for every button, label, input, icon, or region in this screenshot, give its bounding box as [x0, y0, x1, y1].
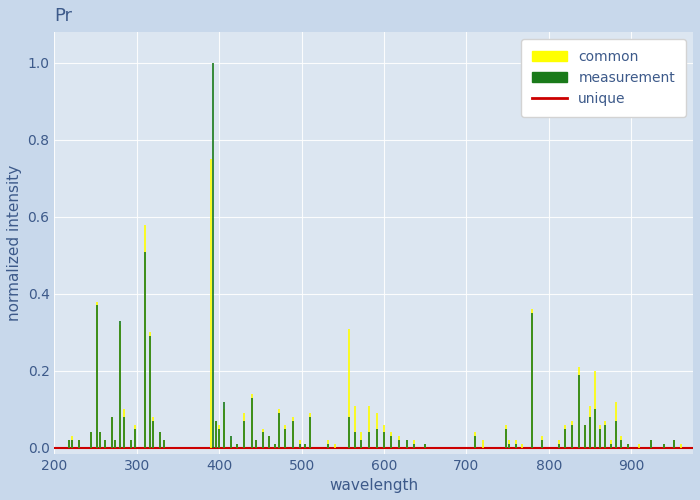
X-axis label: wavelength: wavelength — [329, 478, 419, 493]
Text: Pr: Pr — [55, 7, 72, 25]
Y-axis label: normalized intensity: normalized intensity — [7, 164, 22, 321]
Legend: common, measurement, unique: common, measurement, unique — [522, 39, 686, 117]
